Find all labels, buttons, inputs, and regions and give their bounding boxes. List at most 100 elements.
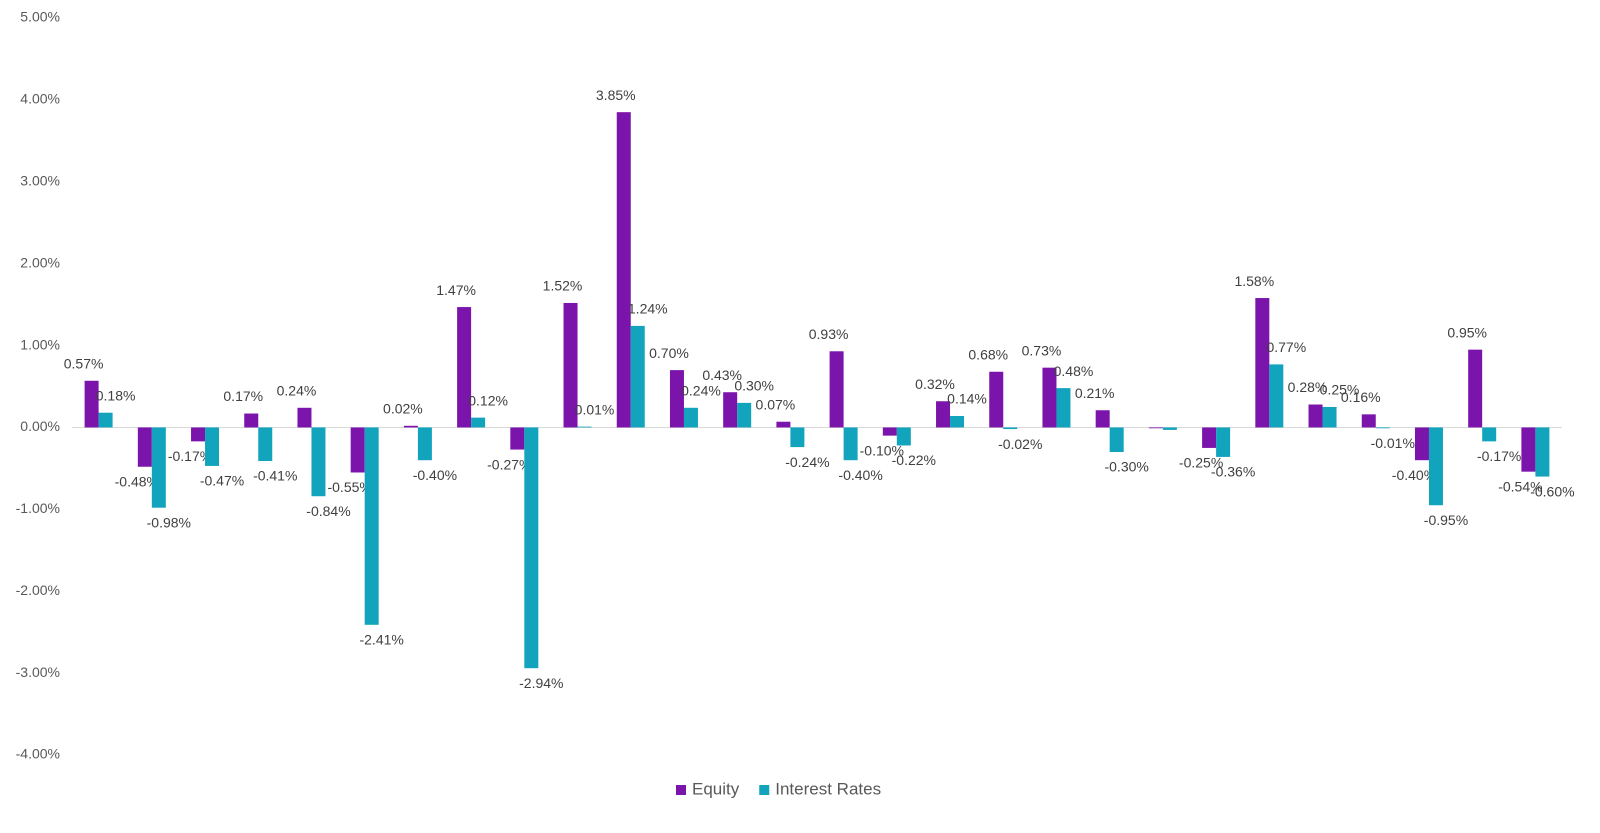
bar <box>1255 298 1270 428</box>
data-label: 1.47% <box>436 282 476 298</box>
legend: Equity Interest Rates <box>676 779 881 798</box>
data-label: 0.43% <box>702 367 742 383</box>
bar <box>311 427 326 497</box>
y-tick-label: 4.00% <box>20 91 60 107</box>
bar <box>1521 427 1536 472</box>
bar <box>563 302 578 428</box>
bar <box>1414 427 1429 461</box>
data-label: 0.28% <box>1288 379 1328 395</box>
bar <box>1056 388 1071 428</box>
data-label: -0.54% <box>1498 478 1542 494</box>
bar <box>1216 427 1231 457</box>
bar <box>1148 427 1163 429</box>
data-label: 0.21% <box>1075 385 1115 401</box>
data-label: -0.30% <box>1104 459 1148 475</box>
bar <box>98 412 113 428</box>
bar <box>950 415 965 428</box>
data-label: 0.14% <box>947 391 987 407</box>
bar <box>471 417 486 428</box>
bar <box>1361 414 1376 428</box>
bar <box>616 112 631 428</box>
bar <box>1042 367 1057 428</box>
data-label: 0.25% <box>1320 382 1360 398</box>
bar <box>1269 364 1284 428</box>
data-label: 0.32% <box>915 376 955 392</box>
data-label: -0.48% <box>115 473 159 489</box>
data-label: -0.17% <box>1477 448 1521 464</box>
bar <box>829 351 844 428</box>
data-label: 0.30% <box>734 378 774 394</box>
bar <box>577 426 592 428</box>
bar <box>843 427 858 461</box>
bar <box>244 413 259 428</box>
bar <box>205 427 220 466</box>
data-label: -0.22% <box>892 452 936 468</box>
data-label: 1.58% <box>1234 273 1274 289</box>
bar <box>1202 427 1217 448</box>
data-label: -0.24% <box>785 454 829 470</box>
data-label: -0.98% <box>147 514 191 530</box>
y-tick-label: 3.00% <box>20 172 60 188</box>
legend-swatch <box>676 785 686 795</box>
bar <box>137 427 152 467</box>
bar <box>1003 427 1018 430</box>
data-label: -0.95% <box>1424 512 1468 528</box>
data-label: 1.24% <box>628 301 668 317</box>
bar <box>510 427 525 450</box>
bar <box>1428 427 1443 506</box>
bar <box>457 307 472 428</box>
bar <box>1162 427 1177 430</box>
bar <box>790 427 805 448</box>
bar <box>936 401 951 428</box>
bar <box>297 407 312 428</box>
data-label: 0.57% <box>64 355 104 371</box>
bar <box>258 427 273 462</box>
data-label: 0.73% <box>1022 342 1062 358</box>
data-label: 1.52% <box>543 278 583 294</box>
bar <box>1308 404 1323 428</box>
bar <box>882 427 897 436</box>
y-tick-label: 1.00% <box>20 336 60 352</box>
data-label: -0.60% <box>1530 483 1574 499</box>
legend-swatch <box>759 785 770 795</box>
data-label: 0.17% <box>223 388 263 404</box>
data-label: -0.47% <box>200 473 244 489</box>
data-label: -0.40% <box>838 467 882 483</box>
bar <box>84 380 99 428</box>
data-label: 0.68% <box>968 346 1008 362</box>
bar <box>350 427 365 473</box>
data-label: 0.93% <box>809 326 849 342</box>
bar <box>403 425 418 428</box>
data-label: 0.12% <box>468 392 508 408</box>
bar <box>364 427 379 625</box>
data-label: 0.24% <box>277 382 317 398</box>
bar <box>1095 410 1110 428</box>
bar <box>776 421 791 428</box>
data-label: -0.36% <box>1211 464 1255 480</box>
data-label: 0.48% <box>1054 363 1094 379</box>
data-label: -0.01% <box>1371 435 1415 451</box>
data-label: -2.94% <box>519 675 563 691</box>
bar <box>1322 406 1337 428</box>
legend-label: Interest Rates <box>775 779 881 798</box>
data-label: 0.07% <box>756 396 796 412</box>
y-tick-label: -1.00% <box>16 500 60 516</box>
bar <box>1468 349 1483 428</box>
data-label: 0.18% <box>96 387 136 403</box>
bar <box>737 402 752 428</box>
data-label: -0.55% <box>327 479 371 495</box>
bar <box>1482 427 1497 442</box>
data-label: -0.10% <box>860 442 904 458</box>
data-label: -0.25% <box>1179 455 1223 471</box>
bar <box>669 370 684 428</box>
data-label: -0.84% <box>306 503 350 519</box>
bar <box>1109 427 1124 453</box>
bar <box>151 427 166 508</box>
y-tick-label: -2.00% <box>16 582 60 598</box>
bar <box>417 427 432 461</box>
y-tick-label: -4.00% <box>16 746 60 762</box>
data-label: 3.85% <box>596 87 636 103</box>
data-label: -2.41% <box>359 631 403 647</box>
data-label: 0.70% <box>649 345 689 361</box>
